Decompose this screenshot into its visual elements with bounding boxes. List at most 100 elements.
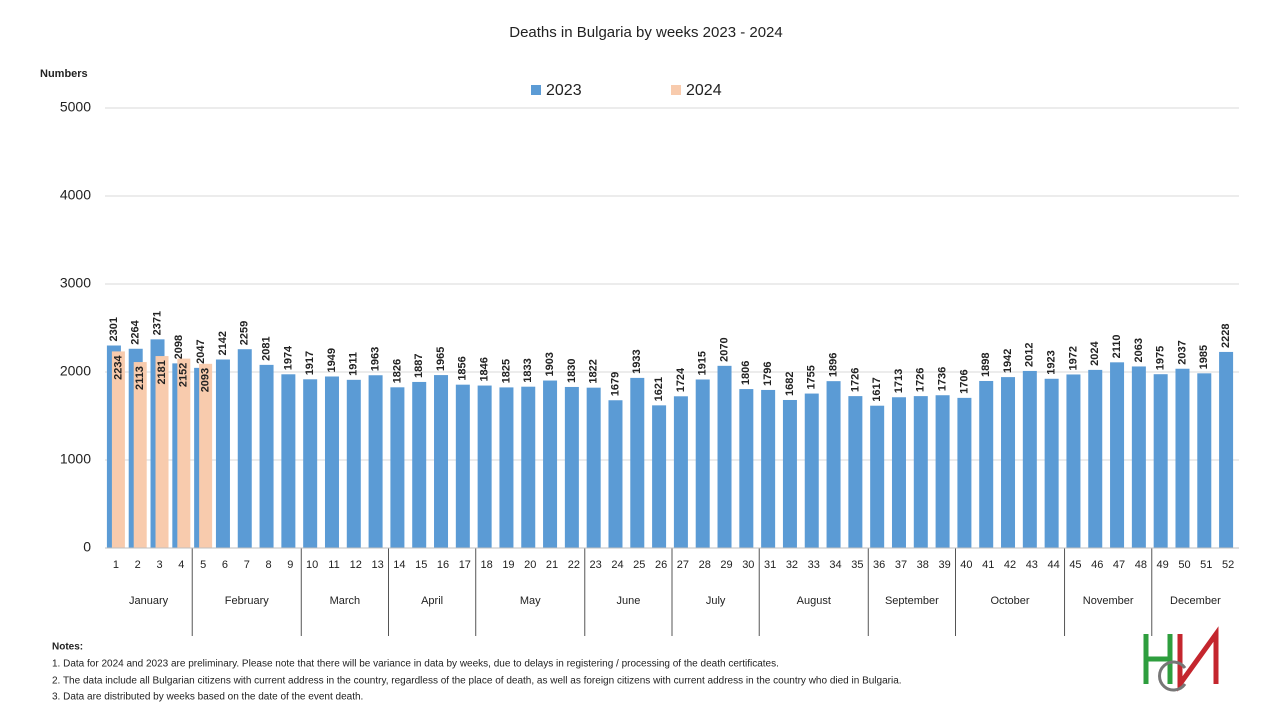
value-label: 1822 [588, 359, 600, 383]
bar [673, 396, 688, 548]
value-label: 1965 [435, 347, 447, 371]
value-label: 2037 [1176, 340, 1188, 364]
x-tick-label: 14 [393, 559, 405, 571]
x-tick-label: 3 [156, 559, 162, 571]
value-label: 1949 [326, 348, 338, 372]
x-tick-label: 46 [1091, 559, 1103, 571]
month-label: October [990, 595, 1029, 607]
month-label: July [706, 595, 726, 607]
bar [237, 349, 252, 548]
x-tick-label: 10 [306, 559, 318, 571]
bar [346, 379, 361, 548]
x-tick-label: 16 [437, 559, 449, 571]
bar [199, 363, 213, 548]
x-tick-label: 23 [590, 559, 602, 571]
value-label: 2142 [217, 331, 229, 355]
value-label: 1917 [304, 351, 316, 375]
x-tick-label: 40 [960, 559, 972, 571]
bar [979, 380, 994, 548]
x-tick-label: 24 [611, 559, 623, 571]
value-label: 1933 [631, 349, 643, 373]
value-label: 1975 [1155, 346, 1167, 370]
bar [1153, 374, 1168, 548]
bar [848, 396, 863, 548]
value-label: 1942 [1002, 349, 1014, 373]
value-label: 1985 [1198, 345, 1210, 369]
x-tick-label: 45 [1069, 559, 1081, 571]
x-tick-label: 44 [1048, 559, 1060, 571]
value-label: 1915 [697, 351, 709, 375]
value-label: 1726 [849, 368, 861, 392]
value-label: 2024 [1089, 341, 1101, 366]
y-tick-label: 0 [83, 539, 91, 555]
value-label: 1724 [675, 367, 687, 392]
bar [281, 374, 296, 548]
x-tick-label: 25 [633, 559, 645, 571]
x-tick-label: 17 [459, 559, 471, 571]
bar [390, 387, 405, 548]
x-tick-label: 31 [764, 559, 776, 571]
x-tick-label: 37 [895, 559, 907, 571]
x-tick-label: 26 [655, 559, 667, 571]
logo [1143, 626, 1219, 692]
bar [564, 386, 579, 548]
value-label: 1903 [544, 352, 556, 376]
value-label: 2047 [195, 339, 207, 363]
bar [652, 405, 667, 548]
legend-swatch [531, 85, 541, 95]
legend-swatch [671, 85, 681, 95]
bar [913, 396, 928, 548]
bar [1066, 374, 1081, 548]
bar [499, 387, 514, 548]
y-axis-label: Numbers [40, 68, 88, 80]
x-tick-label: 4 [178, 559, 184, 571]
value-label: 2093 [200, 368, 212, 392]
bar [608, 400, 623, 548]
x-tick-label: 43 [1026, 559, 1038, 571]
x-tick-label: 18 [481, 559, 493, 571]
value-label: 1825 [500, 359, 512, 383]
month-label: March [330, 595, 361, 607]
note: 1. Data for 2024 and 2023 are preliminar… [52, 659, 779, 670]
month-label: April [421, 595, 443, 607]
value-label: 2259 [239, 321, 251, 345]
value-label: 2110 [1111, 334, 1123, 358]
value-label: 1706 [958, 369, 970, 393]
x-tick-label: 19 [502, 559, 514, 571]
x-tick-label: 11 [328, 559, 339, 571]
value-label: 1974 [282, 345, 294, 370]
bar [630, 377, 645, 548]
bar [826, 381, 841, 548]
value-label: 1796 [762, 361, 774, 385]
x-tick-label: 13 [371, 559, 383, 571]
bar [259, 364, 274, 548]
x-tick-label: 47 [1113, 559, 1125, 571]
bar [215, 359, 230, 548]
x-tick-label: 48 [1135, 559, 1147, 571]
bar [412, 381, 427, 548]
month-label: August [797, 595, 831, 607]
value-label: 1621 [653, 377, 665, 401]
value-label: 1963 [370, 347, 382, 371]
legend-label: 2023 [546, 82, 582, 99]
value-label: 2228 [1220, 323, 1232, 347]
bar [870, 405, 885, 548]
x-tick-label: 34 [829, 559, 841, 571]
bar [155, 356, 169, 548]
bar [891, 397, 906, 548]
month-label: November [1083, 595, 1134, 607]
value-label: 1806 [740, 361, 752, 385]
y-tick-label: 3000 [60, 275, 91, 291]
value-label: 1826 [391, 359, 403, 383]
value-label: 2234 [112, 355, 124, 380]
x-tick-label: 1 [113, 559, 119, 571]
bar [133, 362, 147, 548]
value-label: 1726 [915, 368, 927, 392]
value-label: 1830 [566, 358, 578, 382]
value-label: 2113 [134, 366, 146, 390]
value-label: 1713 [893, 369, 905, 393]
bar [543, 380, 558, 548]
value-label: 1846 [479, 357, 491, 381]
value-label: 2098 [173, 335, 185, 359]
